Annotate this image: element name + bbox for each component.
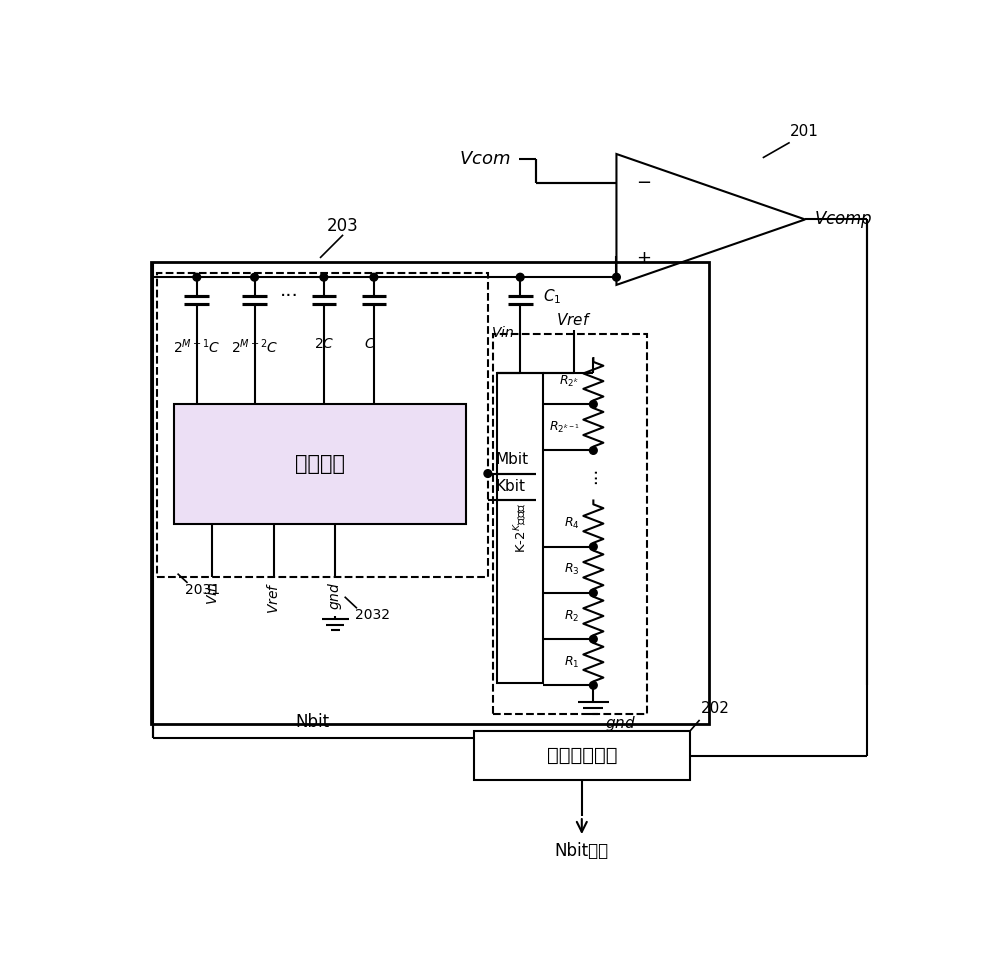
Circle shape	[590, 635, 597, 643]
Text: 开关网络: 开关网络	[295, 454, 345, 474]
Text: 201: 201	[790, 123, 819, 139]
Circle shape	[484, 469, 492, 477]
Text: $gnd$: $gnd$	[326, 581, 344, 610]
Circle shape	[613, 273, 620, 281]
Circle shape	[370, 273, 378, 281]
Text: Mbit: Mbit	[496, 452, 529, 467]
Text: 逻辑控制单元: 逻辑控制单元	[547, 747, 617, 765]
Text: $R_3$: $R_3$	[564, 562, 579, 577]
Text: 2031: 2031	[185, 583, 220, 597]
Text: 203: 203	[327, 217, 359, 235]
Text: $Vin$: $Vin$	[491, 325, 514, 340]
Circle shape	[251, 273, 258, 281]
Text: $Vcomp$: $Vcomp$	[814, 209, 873, 230]
Text: $Vref$: $Vref$	[266, 581, 281, 614]
Text: $2^{M-1}C$: $2^{M-1}C$	[173, 337, 221, 356]
Text: $2^{M-2}C$: $2^{M-2}C$	[231, 337, 278, 356]
Text: 202: 202	[701, 701, 730, 716]
Text: $R_{2^k}$: $R_{2^k}$	[559, 374, 579, 389]
Text: Nbit: Nbit	[295, 713, 329, 730]
Circle shape	[590, 589, 597, 597]
Text: $Vcom$: $Vcom$	[459, 150, 510, 168]
Text: $C_1$: $C_1$	[543, 287, 562, 306]
Text: K-2$^K$电阵梯: K-2$^K$电阵梯	[512, 503, 529, 554]
Bar	[497, 373, 543, 683]
Text: $Vin$: $Vin$	[205, 581, 220, 604]
Text: $2C$: $2C$	[314, 337, 334, 351]
Bar	[474, 731, 690, 780]
Circle shape	[590, 682, 597, 689]
Text: 2032: 2032	[355, 608, 390, 622]
Text: $R_1$: $R_1$	[564, 655, 579, 670]
Text: Nbit输出: Nbit输出	[555, 841, 609, 859]
Text: $Vref$: $Vref$	[556, 312, 592, 328]
Circle shape	[320, 273, 328, 281]
Circle shape	[590, 446, 597, 454]
Circle shape	[590, 543, 597, 551]
Bar	[174, 404, 466, 524]
Bar	[157, 272, 488, 576]
Bar	[493, 335, 647, 714]
Text: Kbit: Kbit	[496, 479, 526, 494]
Text: $R_2$: $R_2$	[564, 608, 579, 623]
Text: $C$: $C$	[364, 337, 376, 351]
Text: $R_{2^{k-1}}$: $R_{2^{k-1}}$	[549, 420, 579, 435]
Text: ···: ···	[587, 467, 605, 484]
Text: ···: ···	[280, 287, 299, 306]
Circle shape	[590, 401, 597, 408]
Bar	[151, 262, 709, 724]
Text: $R_4$: $R_4$	[564, 516, 579, 532]
Text: $+$: $+$	[636, 249, 651, 267]
Circle shape	[516, 273, 524, 281]
Circle shape	[193, 273, 201, 281]
Text: $gnd$: $gnd$	[605, 714, 636, 733]
Text: $-$: $-$	[636, 172, 651, 190]
